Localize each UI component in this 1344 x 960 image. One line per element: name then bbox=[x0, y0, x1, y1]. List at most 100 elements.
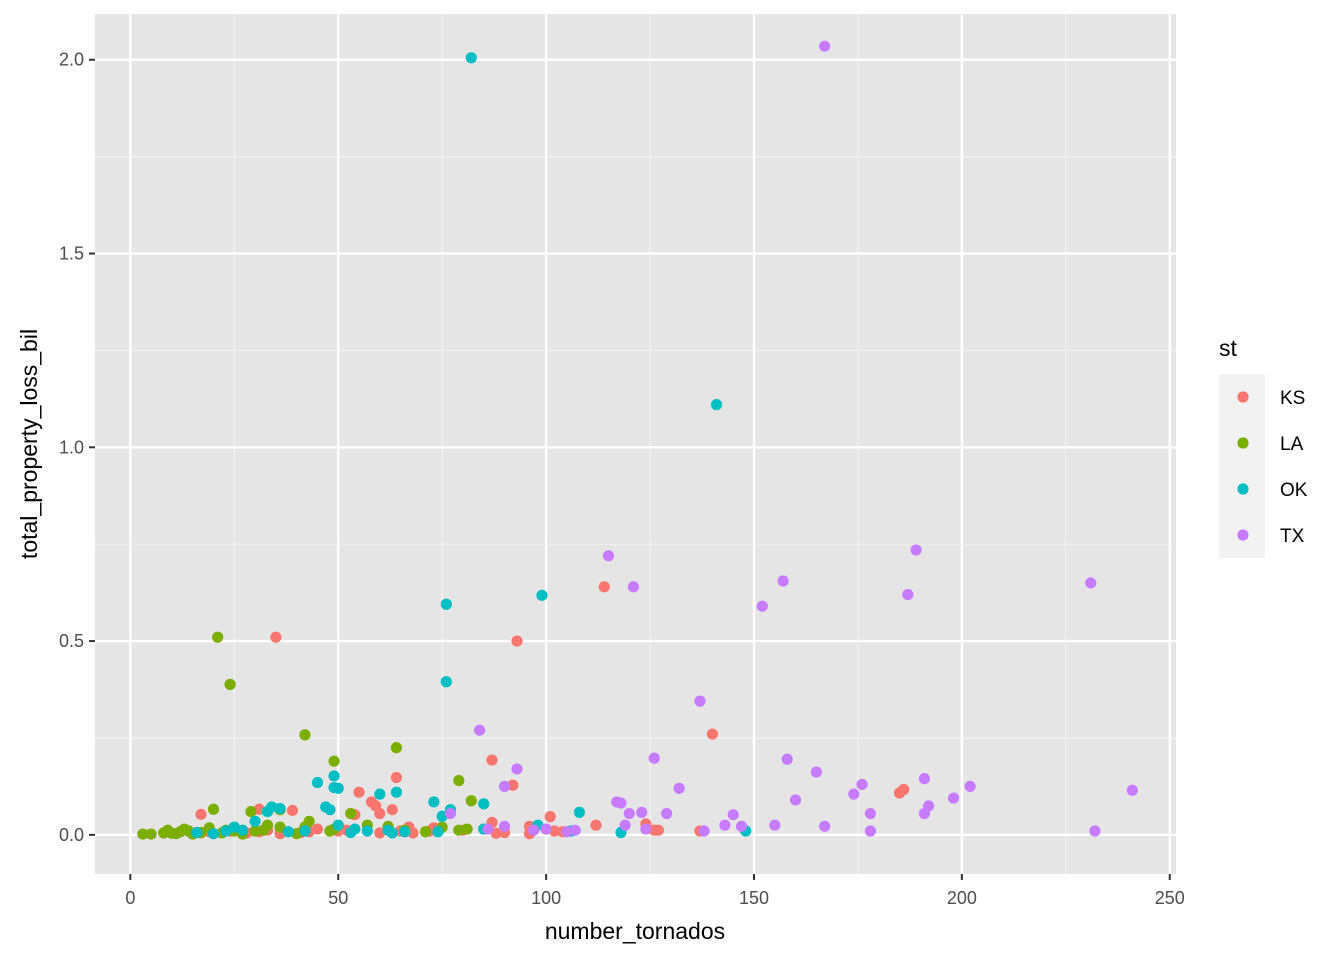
data-point bbox=[636, 806, 648, 818]
data-point bbox=[528, 824, 540, 836]
data-point bbox=[648, 752, 660, 764]
data-point bbox=[898, 783, 910, 796]
data-point bbox=[224, 678, 236, 691]
legend-key bbox=[1237, 391, 1249, 403]
data-point bbox=[1089, 825, 1101, 837]
data-point bbox=[819, 40, 831, 52]
data-point bbox=[694, 695, 706, 707]
x-tick-label: 50 bbox=[328, 888, 348, 908]
data-point bbox=[498, 820, 511, 832]
data-point bbox=[864, 807, 877, 820]
legend-title: st bbox=[1219, 335, 1238, 361]
data-point bbox=[856, 778, 868, 791]
data-point bbox=[419, 826, 432, 838]
data-point bbox=[511, 635, 523, 647]
legend: st KS LA OK TX bbox=[1219, 335, 1308, 558]
data-point bbox=[923, 800, 935, 812]
data-point bbox=[540, 823, 552, 835]
data-point bbox=[735, 820, 748, 832]
data-point bbox=[706, 728, 719, 740]
data-point bbox=[245, 806, 257, 818]
data-point bbox=[619, 819, 631, 831]
data-point bbox=[432, 826, 444, 838]
data-point bbox=[482, 823, 494, 835]
y-tick-label: 0.5 bbox=[59, 631, 84, 651]
data-point bbox=[1126, 784, 1138, 796]
data-point bbox=[299, 729, 311, 741]
data-point bbox=[328, 770, 340, 782]
data-point bbox=[777, 575, 789, 587]
data-point bbox=[286, 804, 299, 817]
data-point bbox=[311, 776, 324, 789]
data-point bbox=[266, 801, 278, 813]
data-point bbox=[303, 815, 315, 827]
legend-item-ok: OK bbox=[1237, 480, 1308, 501]
data-point bbox=[444, 807, 457, 820]
data-point bbox=[661, 807, 673, 820]
data-point bbox=[361, 825, 373, 837]
legend-key bbox=[1237, 483, 1249, 495]
data-point bbox=[569, 824, 581, 836]
data-point bbox=[374, 807, 386, 820]
data-point bbox=[561, 826, 573, 838]
data-point bbox=[698, 825, 710, 837]
x-tick-label: 150 bbox=[739, 888, 769, 908]
data-point bbox=[195, 808, 207, 820]
data-point bbox=[590, 819, 602, 831]
plot-panel bbox=[95, 14, 1176, 874]
data-point bbox=[964, 780, 976, 793]
data-point bbox=[910, 544, 922, 556]
data-point bbox=[145, 828, 157, 840]
data-point bbox=[781, 753, 793, 765]
data-point bbox=[332, 819, 344, 831]
data-point bbox=[453, 824, 465, 836]
y-tick-label: 2.0 bbox=[59, 50, 84, 70]
y-tick-label: 0.0 bbox=[59, 825, 84, 845]
data-point bbox=[615, 797, 627, 809]
y-tick-label: 1.5 bbox=[59, 244, 84, 264]
data-point bbox=[328, 755, 340, 767]
data-point bbox=[864, 825, 877, 837]
data-point bbox=[486, 754, 498, 766]
data-point bbox=[453, 774, 465, 787]
data-point bbox=[544, 811, 556, 823]
legend-key bbox=[1237, 529, 1249, 541]
data-point bbox=[345, 807, 357, 820]
data-point bbox=[819, 820, 831, 832]
legend-key-background bbox=[1219, 374, 1265, 558]
data-point bbox=[810, 766, 822, 778]
data-point bbox=[769, 819, 781, 831]
data-point bbox=[478, 798, 490, 810]
legend-item-tx: TX bbox=[1237, 526, 1305, 547]
data-point bbox=[332, 782, 344, 794]
data-point bbox=[756, 600, 768, 612]
data-point bbox=[249, 815, 261, 827]
data-point bbox=[299, 825, 311, 837]
x-tick-label: 200 bbox=[947, 888, 977, 908]
data-point bbox=[440, 676, 452, 688]
data-point bbox=[236, 824, 249, 836]
data-point bbox=[399, 826, 411, 838]
data-point bbox=[207, 803, 220, 815]
y-tick-label: 1.0 bbox=[59, 437, 84, 457]
data-point bbox=[652, 824, 664, 836]
data-point bbox=[490, 827, 502, 839]
data-point bbox=[311, 823, 324, 835]
data-point bbox=[428, 796, 440, 808]
data-point bbox=[461, 823, 473, 835]
data-point bbox=[573, 806, 585, 818]
y-axis-title: total_property_loss_bil bbox=[16, 329, 42, 559]
data-point bbox=[220, 825, 232, 837]
data-point bbox=[465, 52, 477, 64]
legend-label: OK bbox=[1280, 480, 1308, 501]
data-point bbox=[137, 828, 149, 840]
data-point bbox=[1085, 577, 1097, 589]
data-point bbox=[353, 786, 365, 798]
data-point bbox=[274, 802, 286, 815]
data-point bbox=[191, 826, 203, 839]
minor-gridlines bbox=[95, 14, 1176, 874]
legend-label: TX bbox=[1280, 526, 1305, 547]
data-point bbox=[207, 828, 220, 840]
data-point bbox=[598, 581, 610, 593]
